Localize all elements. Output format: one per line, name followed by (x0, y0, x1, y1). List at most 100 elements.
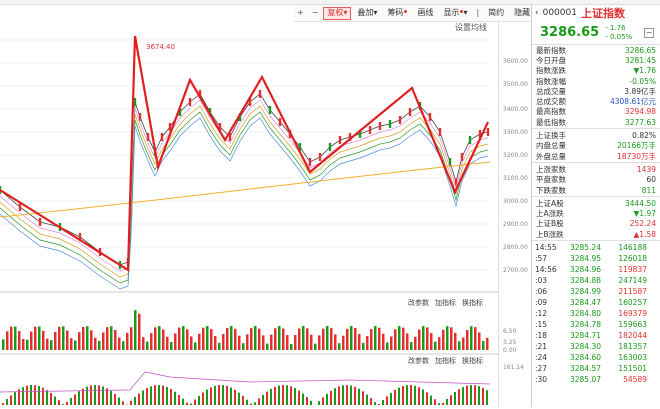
volume-bar (394, 329, 397, 350)
tick-time: :03 (535, 276, 561, 285)
volume-bar (434, 342, 437, 350)
volume-bar (70, 338, 73, 350)
macd-bar (242, 396, 244, 405)
display-label: 显示 (443, 7, 459, 19)
macd-bar (362, 391, 364, 405)
volume-bar (410, 342, 413, 350)
volume-bar (50, 340, 53, 350)
candle (39, 218, 41, 226)
tick-volume: 169379 (601, 309, 647, 318)
minimize-icon[interactable]: − (644, 28, 654, 38)
candle (259, 90, 261, 98)
add-indicator-button[interactable]: 加指标 (435, 298, 456, 308)
macd-bar (418, 387, 420, 405)
volume-bar (406, 333, 409, 350)
fuquan-label: 复权 (327, 7, 343, 19)
macd-bar (150, 386, 152, 405)
notification-dot-icon (404, 10, 407, 13)
tick-time: :27 (535, 364, 561, 373)
volume-bar (194, 342, 197, 350)
tick-price: 3285.07 (561, 375, 601, 384)
macd-bar (186, 403, 188, 405)
macd-bar (354, 387, 356, 405)
zoom-in-button[interactable]: + (294, 7, 307, 20)
tick-volume: 54589 (601, 375, 647, 384)
volume-bar (418, 330, 421, 350)
macd-bar (398, 388, 400, 405)
stat-label: 最低指数 (536, 117, 566, 128)
macd-bar (202, 392, 204, 405)
volume-bar (474, 327, 477, 350)
set-moving-average-button[interactable]: 设置均线 (455, 22, 487, 33)
volume-bar (386, 342, 389, 350)
toolbar-divider: | (473, 7, 482, 20)
kline-chart-area[interactable]: 3674.40 (0, 22, 498, 407)
volume-bar (170, 342, 173, 350)
macd-bar (374, 402, 376, 405)
change-params-button[interactable]: 改参数 (408, 356, 429, 366)
macd-bar (378, 404, 380, 405)
macd-bar (382, 400, 384, 405)
volume-bar (114, 330, 117, 350)
switch-indicator-button[interactable]: 换指标 (462, 356, 483, 366)
volume-bar (10, 327, 13, 350)
volume-bar (302, 326, 305, 350)
chips-button[interactable]: 筹码 (383, 7, 411, 20)
stat-value: 0.82% (632, 131, 656, 140)
stat-value: -0.05% (629, 77, 656, 86)
volume-bar (206, 326, 209, 350)
index-name: 上证指数 (581, 5, 625, 21)
chevron-down-icon: ▾ (343, 7, 347, 19)
volume-tick-label: 0.00 (503, 347, 516, 354)
candle (461, 153, 463, 161)
stat-value: 3277.63 (625, 118, 656, 127)
volume-bar (38, 326, 41, 350)
macd-bar (226, 386, 228, 405)
macd-bar (138, 393, 140, 405)
volume-bar (166, 337, 169, 350)
overlay-dropdown[interactable]: 叠加▾ (353, 7, 381, 20)
volume-bar (86, 326, 89, 350)
macd-bar (322, 397, 324, 405)
volume-bar (210, 329, 213, 350)
volume-bar (322, 329, 325, 350)
zoom-out-button[interactable]: − (309, 7, 322, 20)
fuquan-dropdown[interactable]: 复权▾ (323, 7, 351, 20)
draw-line-button[interactable]: 画线 (413, 7, 437, 20)
macd-bar (298, 391, 300, 405)
kline-chart-svg[interactable]: 3674.40 (0, 22, 498, 407)
tick-volume: 182044 (601, 331, 647, 340)
switch-indicator-button[interactable]: 换指标 (462, 298, 483, 308)
volume-bar (214, 336, 217, 350)
macd-bar (406, 385, 408, 405)
tick-volume: 211587 (601, 287, 647, 296)
display-dropdown[interactable]: 显示▾ (439, 7, 471, 20)
tick-volume: 181357 (601, 342, 647, 351)
price-tick-label: 2700.00 (503, 267, 528, 274)
macd-bar (334, 388, 336, 405)
macd-bar (486, 390, 488, 405)
volume-bar (82, 327, 85, 350)
simple-mode-button[interactable]: 简约 (484, 7, 508, 20)
volume-bar (422, 326, 425, 350)
change-params-button[interactable]: 改参数 (408, 298, 429, 308)
macd-bar (294, 388, 296, 405)
macd-bar (350, 385, 352, 405)
macd-bar (90, 385, 92, 405)
nav-prev-icon[interactable]: ‹ (535, 8, 539, 18)
volume-bar (142, 337, 145, 350)
macd-bar (466, 386, 468, 405)
volume-bar (26, 340, 29, 350)
quote-header: ‹ 000001 上证指数 (532, 5, 660, 21)
macd-bar (34, 385, 36, 405)
add-indicator-button[interactable]: 加指标 (435, 356, 456, 366)
volume-bar (222, 334, 225, 350)
